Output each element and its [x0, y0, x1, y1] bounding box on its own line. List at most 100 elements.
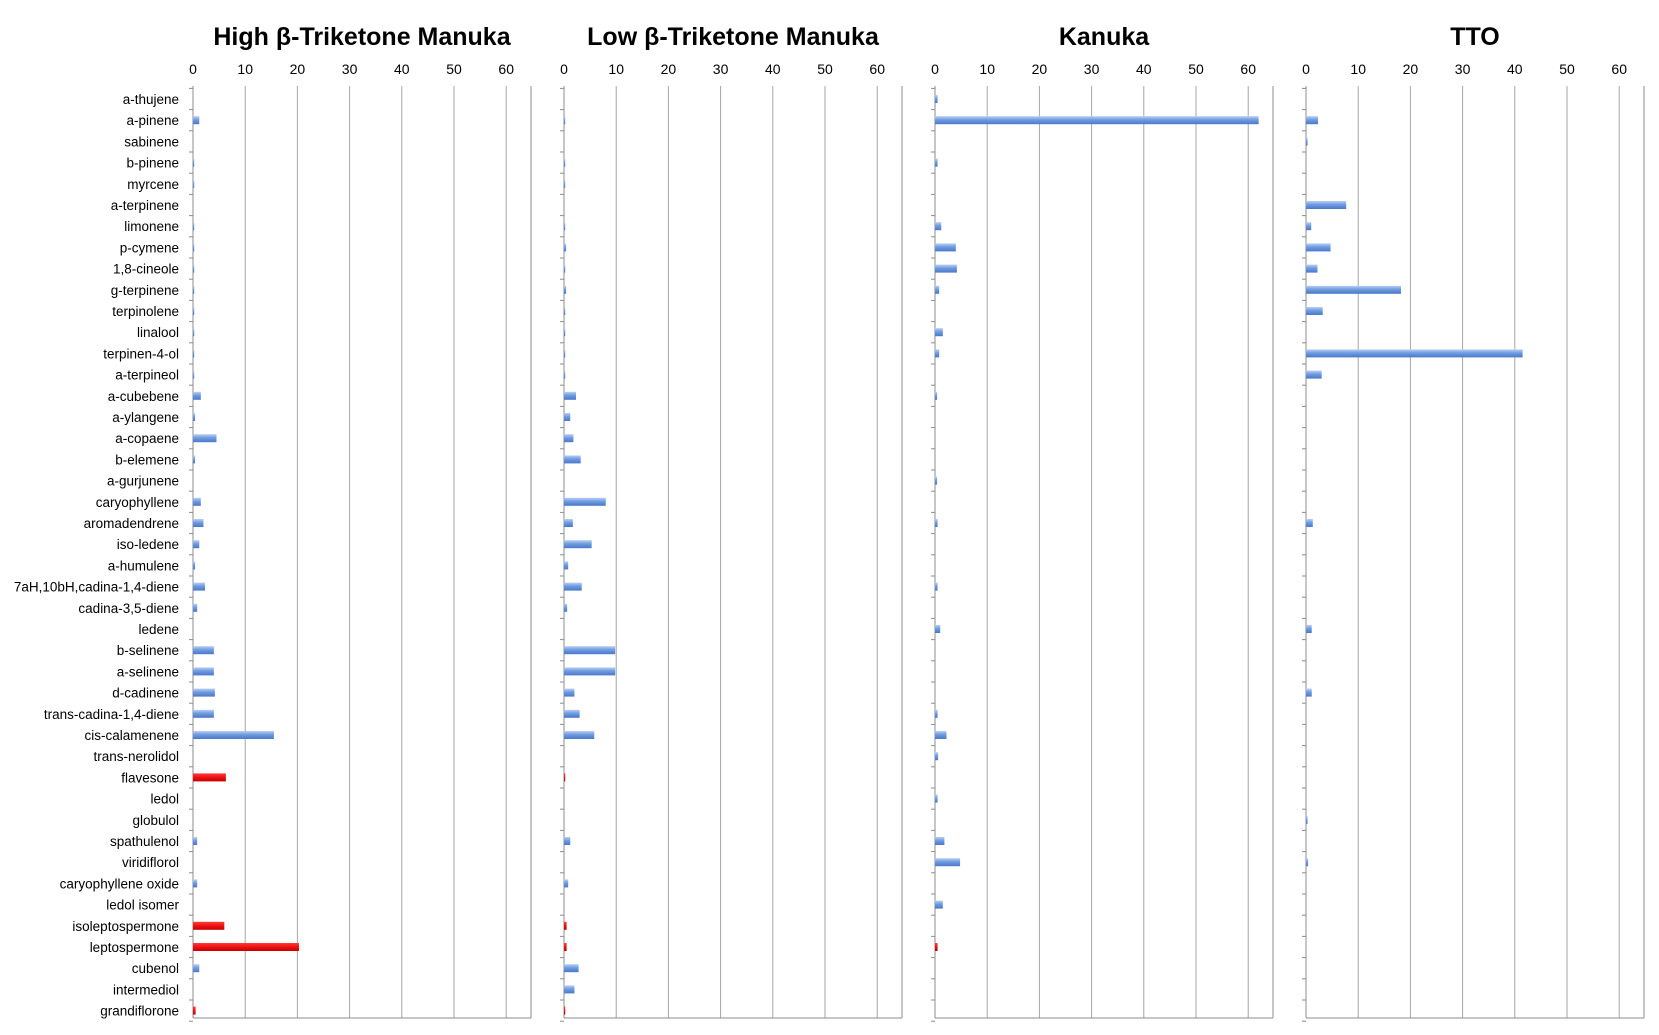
category-label: globulol	[132, 813, 179, 828]
bar	[193, 116, 200, 125]
bar	[193, 243, 195, 252]
bar	[1306, 116, 1319, 125]
category-label: isoleptospermone	[72, 919, 179, 934]
category-label: d-cadinene	[112, 686, 179, 701]
x-tick-label: 20	[290, 61, 306, 77]
category-label: terpinen-4-ol	[103, 346, 179, 361]
bar	[935, 349, 940, 358]
x-tick-label: 60	[498, 61, 514, 77]
bar	[564, 879, 569, 888]
bar	[193, 837, 198, 845]
bar-triketone	[564, 943, 567, 951]
x-tick-label: 10	[979, 61, 995, 77]
bar-triketone	[564, 1006, 566, 1015]
bar	[564, 222, 566, 231]
bar	[564, 370, 566, 379]
bar-triketone	[935, 943, 938, 951]
x-tick-label: 10	[608, 61, 624, 77]
bar	[193, 455, 196, 464]
category-label: viridiflorol	[122, 855, 179, 870]
bar	[935, 95, 938, 103]
bar	[1306, 370, 1322, 379]
category-label: trans-cadina-1,4-diene	[44, 707, 179, 722]
bar	[193, 731, 274, 739]
category-label: a-terpineol	[115, 368, 179, 383]
category-label: a-gurjunene	[107, 474, 179, 489]
bar	[935, 582, 938, 591]
bar	[193, 964, 200, 973]
bar	[564, 709, 580, 718]
bar	[193, 688, 215, 697]
bar	[193, 413, 196, 421]
bar	[193, 561, 196, 570]
bar	[1306, 201, 1347, 209]
x-tick-label: 0	[560, 61, 568, 77]
bar	[564, 264, 566, 273]
bar	[564, 731, 595, 739]
bar	[564, 582, 582, 591]
category-label: spathulenol	[110, 834, 179, 849]
panel-title: TTO	[1450, 23, 1500, 51]
bar	[935, 731, 947, 739]
x-tick-label: 30	[1455, 61, 1471, 77]
bar	[193, 370, 195, 379]
bar	[1306, 307, 1323, 315]
x-tick-label: 50	[817, 61, 833, 77]
category-label: ledol isomer	[106, 898, 179, 913]
x-tick-label: 0	[931, 61, 939, 77]
category-label: flavesone	[121, 770, 179, 785]
bar	[193, 540, 200, 549]
bar	[564, 667, 616, 676]
bar	[1306, 264, 1318, 273]
x-tick-label: 0	[189, 61, 197, 77]
bar	[935, 328, 943, 337]
category-label: b-selinene	[117, 643, 179, 658]
panel-title: High β-Triketone Manuka	[213, 23, 511, 51]
x-tick-label: 50	[1559, 61, 1575, 77]
category-label: g-terpinene	[111, 283, 179, 298]
x-tick-label: 40	[1507, 61, 1523, 77]
category-label: a-terpinene	[111, 198, 179, 213]
x-tick-label: 40	[394, 61, 410, 77]
bar	[1306, 349, 1523, 358]
bar	[193, 391, 201, 400]
bar	[564, 603, 568, 612]
bar	[564, 116, 566, 125]
bar	[193, 667, 214, 676]
bar	[935, 900, 943, 909]
category-label: a-ylangene	[112, 410, 179, 425]
bar	[935, 858, 961, 867]
bar	[564, 540, 592, 549]
bar	[564, 328, 566, 337]
bar	[564, 964, 579, 973]
bar	[935, 625, 941, 633]
x-tick-label: 0	[1302, 61, 1310, 77]
category-label: iso-ledene	[117, 537, 179, 552]
category-label: linalool	[137, 325, 179, 340]
bar	[564, 243, 567, 252]
bar	[564, 434, 574, 443]
bar	[564, 837, 571, 845]
panel-title: Kanuka	[1059, 23, 1150, 51]
category-label: a-thujene	[123, 92, 179, 107]
x-tick-label: 30	[342, 61, 358, 77]
bar	[193, 264, 195, 273]
bar	[1306, 285, 1402, 294]
bar	[564, 519, 573, 527]
bar	[1306, 222, 1312, 231]
category-label: terpinolene	[112, 304, 179, 319]
bar	[935, 794, 938, 803]
category-label: b-pinene	[126, 156, 179, 171]
category-label: cis-calamenene	[84, 728, 179, 743]
x-tick-label: 40	[765, 61, 781, 77]
category-label: sabinene	[124, 134, 179, 149]
bar	[193, 158, 195, 167]
bar	[193, 434, 217, 443]
bar	[1306, 815, 1308, 824]
category-label: ledene	[138, 622, 179, 637]
category-label: a-copaene	[115, 431, 179, 446]
bar	[935, 752, 939, 761]
category-label: a-pinene	[126, 113, 179, 128]
bar	[564, 985, 575, 994]
